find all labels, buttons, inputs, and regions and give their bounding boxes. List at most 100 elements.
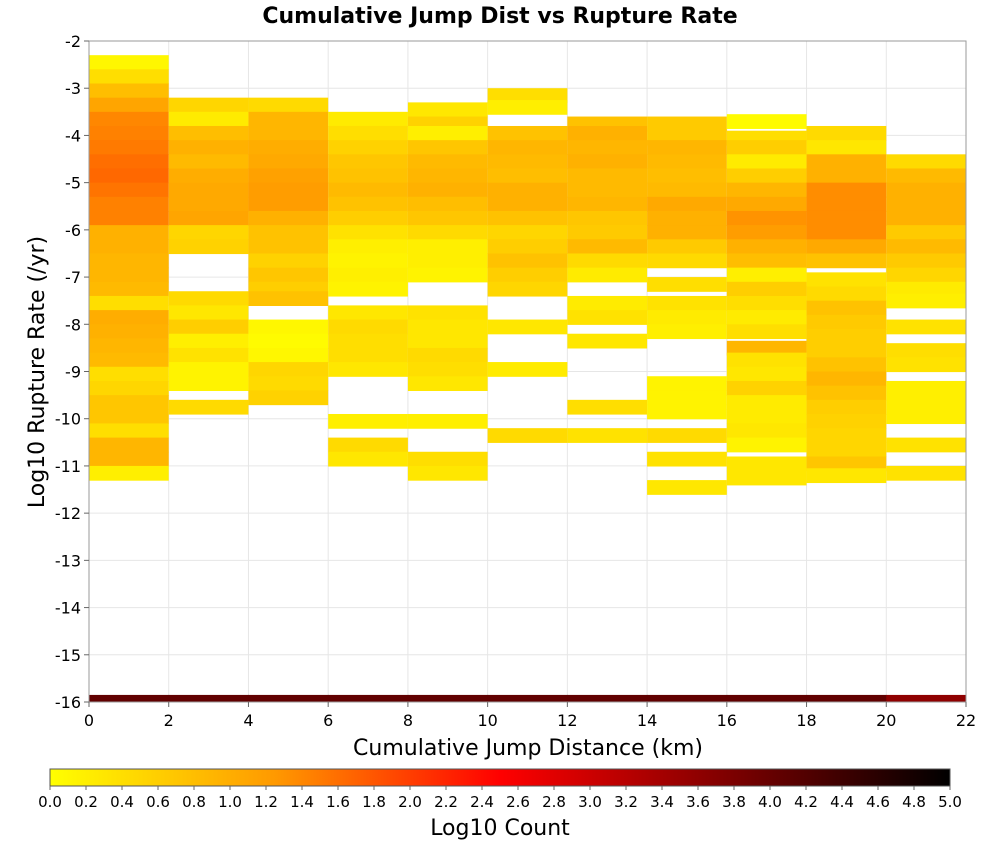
- heatmap-cell-0-25: [89, 409, 169, 425]
- heatmap-cell-4-14: [407, 319, 488, 335]
- heatmap-bottom-cell-1: [168, 694, 249, 702]
- heatmap-cell-8-22: [726, 423, 807, 439]
- colorbar-tick-label-7: 1.4: [290, 793, 314, 811]
- heatmap-cell-2-18: [248, 362, 329, 377]
- colorbar-tick-label-18: 3.6: [686, 793, 710, 811]
- colorbar-tick-label-14: 2.8: [542, 793, 566, 811]
- heatmap-cell-9-19: [806, 399, 887, 415]
- heatmap-cell-8-11: [726, 267, 807, 283]
- heatmap-cell-5-8: [487, 210, 568, 226]
- heatmap-cell-10-6: [886, 239, 966, 255]
- heatmap-cell-7-19: [647, 451, 727, 467]
- heatmap-cell-10-2: [886, 182, 966, 198]
- colorbar-tick-label-5: 1.0: [218, 793, 242, 811]
- heatmap-cell-4-5: [407, 168, 488, 184]
- heatmap-cell-10-13: [886, 357, 966, 373]
- heatmap-cell-8-20: [726, 395, 807, 410]
- heatmap-bottom-cell-7: [647, 694, 728, 702]
- heatmap-cell-5-10: [487, 239, 568, 255]
- heatmap-cell-9-5: [806, 196, 887, 212]
- heatmap-cell-4-16: [407, 347, 488, 363]
- heatmap-cell-8-12: [726, 281, 807, 297]
- heatmap-cell-1-2: [168, 125, 249, 141]
- heatmap-cell-4-21: [407, 465, 488, 481]
- heatmap-cell-9-10: [806, 272, 887, 288]
- heatmap-cell-7-12: [647, 295, 727, 311]
- heatmap-cell-9-13: [806, 314, 887, 330]
- heatmap-bottom-cell-0: [89, 694, 170, 702]
- heatmap-cell-7-5: [647, 182, 727, 198]
- heatmap-cell-1-0: [168, 97, 249, 113]
- heatmap-cell-8-18: [726, 366, 807, 382]
- heatmap-cell-2-0: [248, 97, 329, 113]
- heatmap-cell-0-6: [89, 140, 169, 155]
- colorbar-tick-label-17: 3.4: [650, 793, 674, 811]
- heatmap-cell-2-6: [248, 182, 329, 198]
- colorbar-tick-label-16: 3.2: [614, 793, 638, 811]
- x-tick-label-3: 6: [323, 711, 333, 730]
- heatmap-cell-2-3: [248, 140, 329, 155]
- heatmap-cell-3-9: [328, 239, 408, 255]
- heatmap-cell-0-15: [89, 267, 169, 283]
- heatmap-cell-10-17: [886, 437, 966, 453]
- heatmap-cell-0-28: [89, 451, 169, 467]
- heatmap-cell-1-10: [168, 239, 249, 255]
- heatmap-cell-9-18: [806, 385, 887, 401]
- heatmap-cell-7-18: [647, 428, 727, 443]
- colorbar-tick-label-9: 1.8: [362, 793, 386, 811]
- heatmap-cell-4-17: [407, 362, 488, 377]
- heatmap-cell-2-17: [248, 347, 329, 363]
- heatmap-cell-5-3: [487, 140, 568, 155]
- heatmap-cell-9-9: [806, 253, 887, 269]
- heatmap-cell-2-12: [248, 267, 329, 283]
- heatmap-cell-2-5: [248, 168, 329, 184]
- heatmap-cell-3-12: [328, 281, 408, 297]
- heatmap-cell-8-19: [726, 380, 807, 396]
- heatmap-cell-4-19: [407, 413, 488, 429]
- heatmap-cell-0-26: [89, 423, 169, 439]
- y-tick-label-14: -16: [55, 693, 81, 712]
- heatmap-cell-9-16: [806, 357, 887, 373]
- colorbar-tick-label-1: 0.2: [74, 793, 98, 811]
- colorbar-tick-label-23: 4.6: [866, 793, 890, 811]
- heatmap-cell-8-0: [726, 114, 807, 129]
- heatmap-cell-1-1: [168, 111, 249, 127]
- heatmap-cell-9-22: [806, 442, 887, 458]
- heatmap-cell-4-15: [407, 333, 488, 349]
- x-tick-label-0: 0: [84, 711, 94, 730]
- y-tick-label-10: -12: [55, 504, 81, 523]
- x-axis-ticks: 0 2 4 6 8 10 12 14 16 18 20 22: [84, 702, 976, 730]
- heatmap-cell-4-7: [407, 196, 488, 212]
- heatmap-cell-3-2: [328, 140, 408, 155]
- heatmap-cell-2-10: [248, 239, 329, 255]
- x-tick-label-8: 16: [717, 711, 737, 730]
- heatmap-cell-9-8: [806, 239, 887, 255]
- y-tick-label-4: -6: [65, 221, 81, 240]
- colorbar-tick-label-0: 0.0: [38, 793, 62, 811]
- heatmap-cell-4-6: [407, 182, 488, 198]
- y-tick-label-8: -10: [55, 410, 81, 429]
- heatmap-cell-10-4: [886, 210, 966, 226]
- heatmap-cell-0-20: [89, 338, 169, 354]
- y-tick-label-11: -13: [55, 551, 81, 570]
- heatmap-cell-9-17: [806, 371, 887, 387]
- heatmap-cell-1-7: [168, 196, 249, 212]
- heatmap-cell-6-6: [567, 196, 648, 212]
- heatmap-cell-0-18: [89, 310, 169, 325]
- heatmap-cell-7-2: [647, 140, 727, 155]
- heatmap-cell-6-16: [567, 428, 648, 443]
- heatmap-cell-6-7: [567, 210, 648, 226]
- colorbar-tick-label-25: 5.0: [938, 793, 962, 811]
- heatmap-cell-2-11: [248, 253, 329, 269]
- heatmap-cell-10-10: [886, 293, 966, 309]
- heatmap-cell-1-17: [168, 376, 249, 391]
- heatmap-cell-10-7: [886, 253, 966, 269]
- colorbar-tick-label-8: 1.6: [326, 793, 350, 811]
- heatmap-cell-6-13: [567, 310, 648, 325]
- heatmap-cell-7-15: [647, 376, 727, 391]
- heatmap-cell-4-3: [407, 140, 488, 155]
- heatmap-cell-0-14: [89, 253, 169, 269]
- heatmap-cell-10-0: [886, 154, 966, 170]
- x-tick-label-11: 22: [956, 711, 976, 730]
- heatmap-cell-7-14: [647, 324, 727, 340]
